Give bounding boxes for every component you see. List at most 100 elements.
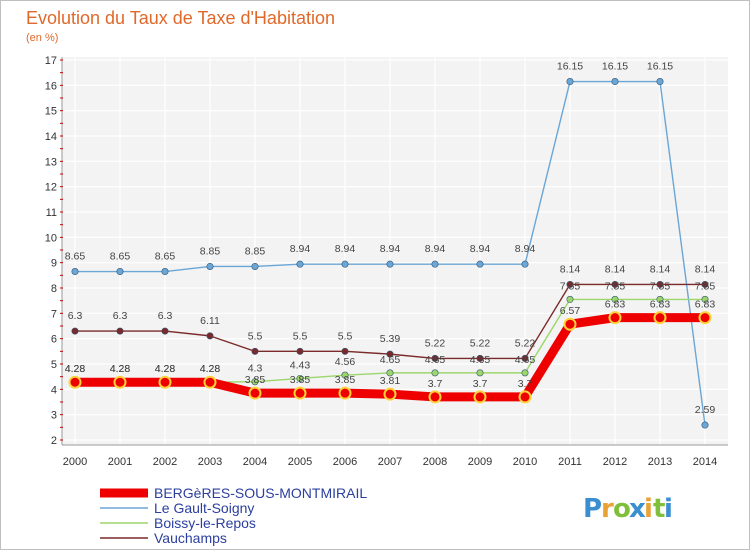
- data-label: 7.55: [560, 280, 581, 292]
- data-label: 3.85: [245, 374, 266, 386]
- y-tick-label: 15: [45, 106, 57, 118]
- data-label: 3.85: [290, 374, 311, 386]
- x-tick-label: 2001: [108, 456, 132, 468]
- series-point-0: [698, 311, 712, 325]
- data-label: 5.5: [293, 330, 308, 342]
- legend-label: Boissy-le-Repos: [154, 515, 256, 531]
- series-point-3: [161, 327, 169, 335]
- data-label: 4.28: [65, 363, 86, 375]
- y-tick-label: 2: [51, 435, 57, 447]
- y-tick-label: 3: [51, 410, 57, 422]
- series-point-0: [428, 390, 442, 404]
- series-point-3: [566, 280, 574, 288]
- x-tick-label: 2009: [468, 456, 492, 468]
- data-label: 6.3: [68, 310, 83, 322]
- series-point-1: [116, 268, 124, 276]
- series-point-0: [473, 390, 487, 404]
- series-point-3: [296, 347, 304, 355]
- series-point-1: [656, 78, 664, 86]
- series-point-0: [383, 387, 397, 401]
- data-label: 4.43: [290, 359, 311, 371]
- y-tick-label: 6: [51, 334, 57, 346]
- series-point-0: [113, 375, 127, 389]
- data-label: 3.85: [335, 374, 356, 386]
- series-point-1: [701, 421, 709, 429]
- y-tick-label: 13: [45, 156, 57, 168]
- data-label: 6.3: [113, 310, 128, 322]
- y-tick-label: 16: [45, 80, 57, 92]
- chart-title: Evolution du Taux de Taxe d'Habitation: [26, 8, 335, 28]
- data-label: 5.22: [425, 337, 446, 349]
- series-point-3: [521, 354, 529, 362]
- data-label: 8.94: [470, 243, 491, 255]
- series-point-3: [386, 350, 394, 358]
- series-point-2: [521, 369, 529, 377]
- series-point-2: [431, 369, 439, 377]
- data-label: 6.3: [158, 310, 173, 322]
- data-label: 3.81: [380, 375, 401, 387]
- x-tick-label: 2010: [513, 456, 537, 468]
- series-point-2: [341, 371, 349, 379]
- data-label: 4.28: [200, 363, 221, 375]
- series-point-3: [341, 347, 349, 355]
- logo-letter: r: [601, 494, 614, 524]
- series-layer: [68, 78, 712, 429]
- series-point-1: [71, 268, 79, 276]
- data-label: 8.14: [650, 263, 671, 275]
- series-point-1: [476, 260, 484, 268]
- x-tick-label: 2000: [63, 456, 87, 468]
- series-point-3: [251, 347, 259, 355]
- y-tick-label: 11: [46, 207, 57, 219]
- series-point-3: [116, 327, 124, 335]
- series-point-0: [338, 386, 352, 400]
- data-label: 8.94: [515, 243, 536, 255]
- y-tick-label: 5: [51, 359, 57, 371]
- series-point-0: [563, 317, 577, 331]
- data-label: 3.7: [473, 378, 488, 390]
- data-label: 7.55: [695, 280, 716, 292]
- series-point-3: [656, 280, 664, 288]
- x-tick-label: 2011: [558, 456, 582, 468]
- logo-letter: o: [613, 494, 631, 524]
- x-tick-label: 2003: [198, 456, 222, 468]
- data-label: 8.14: [605, 263, 626, 275]
- data-label: 2.59: [695, 404, 716, 416]
- data-label: 3.7: [428, 378, 443, 390]
- series-point-1: [206, 262, 214, 270]
- data-label: 16.15: [647, 61, 673, 73]
- y-tick-label: 4: [51, 384, 57, 396]
- series-point-0: [248, 386, 262, 400]
- series-point-2: [296, 374, 304, 382]
- series-point-2: [656, 295, 664, 303]
- data-label: 8.14: [695, 263, 716, 275]
- data-label: 8.65: [110, 251, 131, 263]
- series-point-0: [158, 375, 172, 389]
- data-label: 5.5: [248, 330, 263, 342]
- series-point-0: [68, 375, 82, 389]
- data-label: 8.94: [335, 243, 356, 255]
- x-tick-label: 2007: [378, 456, 402, 468]
- series-point-2: [701, 295, 709, 303]
- data-label: 4.65: [380, 354, 401, 366]
- data-label: 8.65: [65, 251, 86, 263]
- x-tick-label: 2014: [693, 456, 717, 468]
- series-point-3: [206, 332, 214, 340]
- series-point-0: [608, 311, 622, 325]
- data-label: 5.22: [470, 337, 491, 349]
- series-point-0: [203, 375, 217, 389]
- series-point-2: [251, 378, 259, 386]
- data-label: 5.39: [380, 333, 401, 345]
- data-label: 8.65: [155, 251, 176, 263]
- proxiti-logo: Pr oxi ti: [583, 494, 673, 524]
- data-label: 8.94: [380, 243, 401, 255]
- y-tick-label: 9: [51, 258, 57, 270]
- logo-letter: P: [583, 494, 602, 524]
- x-tick-label: 2013: [648, 456, 672, 468]
- data-label: 6.11: [200, 315, 220, 327]
- legend-label: Le Gault-Soigny: [154, 500, 254, 516]
- x-tick-label: 2002: [153, 456, 177, 468]
- y-tick-label: 17: [45, 55, 57, 67]
- x-tick-label: 2006: [333, 456, 357, 468]
- data-label: 4.28: [110, 363, 131, 375]
